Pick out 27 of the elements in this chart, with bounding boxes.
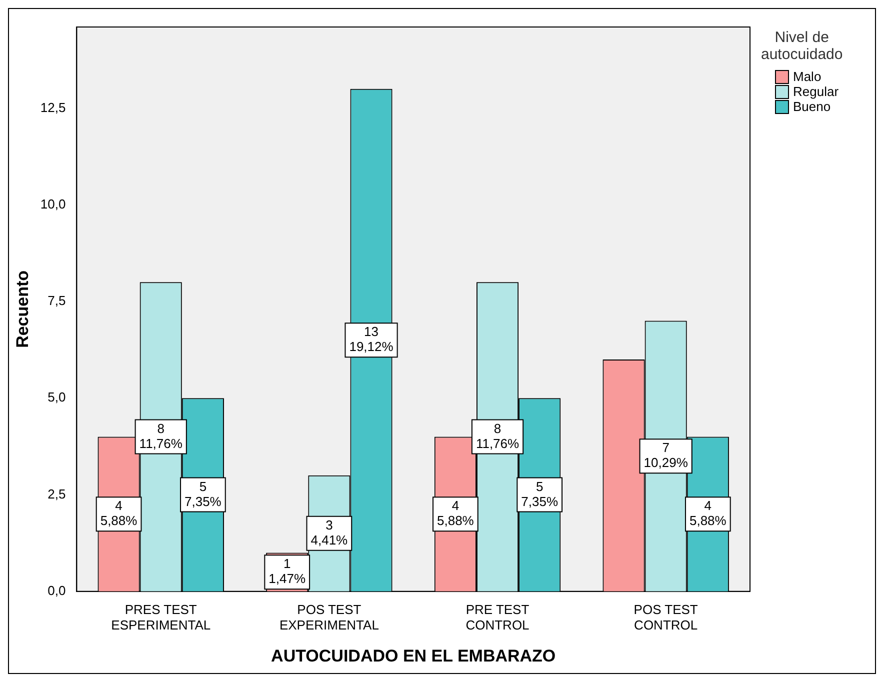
- legend-label: Bueno: [793, 99, 831, 114]
- y-tick-label: 5,0: [48, 390, 66, 405]
- y-tick-label: 7,5: [48, 293, 66, 308]
- data-label: 5 7,35%: [184, 478, 222, 509]
- data-label: 4 5,88%: [436, 498, 474, 528]
- legend-label: Malo: [793, 69, 822, 84]
- data-label: 13 19,12%: [349, 324, 394, 354]
- data-label: 7 10,29%: [644, 440, 688, 470]
- data-label: 4 5,88%: [100, 498, 138, 528]
- x-tick-label: PRES TEST ESPERIMENTAL: [111, 602, 211, 632]
- x-axis-title: AUTOCUIDADO EN EL EMBARAZO: [271, 646, 556, 666]
- legend-title: Nivel de autocuidado: [761, 29, 843, 63]
- y-axis-title: Recuento: [12, 270, 32, 348]
- data-label: 5 7,35%: [521, 478, 558, 509]
- y-tick-label: 0,0: [48, 582, 66, 598]
- x-tick-label: POS TEST CONTROL: [634, 602, 698, 632]
- x-tick-label: PRE TEST CONTROL: [466, 602, 530, 632]
- data-label: 8 11,76%: [139, 420, 183, 451]
- y-tick-label: 10,0: [40, 196, 66, 212]
- data-label: 1 1,47%: [268, 556, 306, 586]
- data-label: 4 5,88%: [689, 498, 727, 528]
- data-label: 3 4,41%: [310, 517, 348, 548]
- y-tick-label: 12,5: [40, 100, 66, 115]
- y-tick-label: 2,5: [48, 486, 66, 502]
- legend-label: Regular: [793, 84, 839, 99]
- x-tick-label: POS TEST EXPERIMENTAL: [279, 602, 379, 632]
- data-label: 8 11,76%: [476, 420, 520, 451]
